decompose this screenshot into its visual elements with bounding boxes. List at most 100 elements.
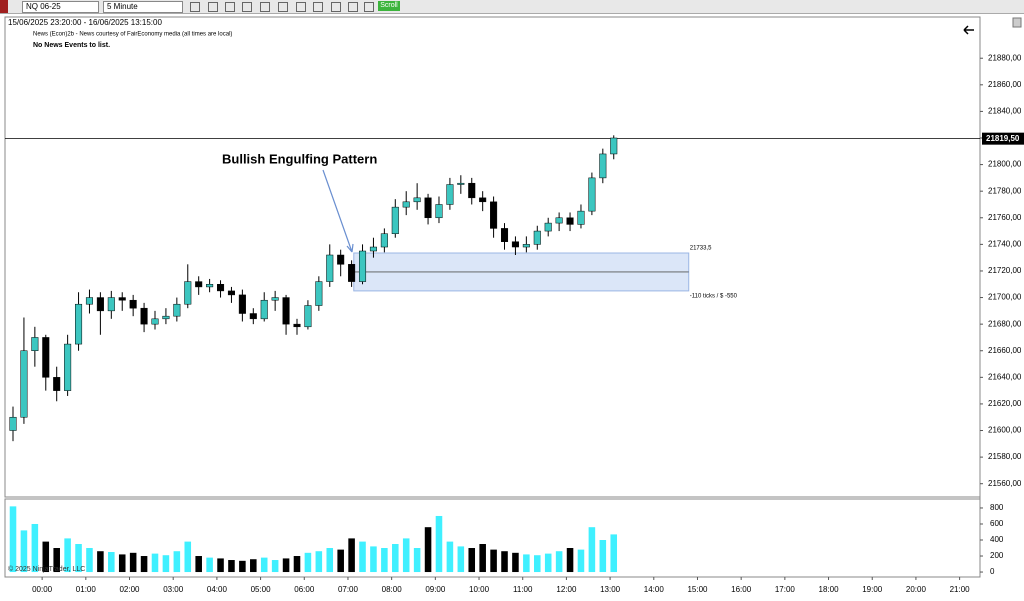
x-tick-label: 01:00 — [76, 585, 97, 594]
volume-tick-label: 800 — [990, 503, 1004, 512]
volume-bar — [446, 541, 454, 573]
volume-bar — [86, 548, 93, 573]
y-tick-label: 21760,00 — [988, 213, 1022, 222]
candle-body — [140, 307, 148, 325]
volume-tick-label: 400 — [990, 535, 1004, 544]
candle-body — [53, 377, 61, 391]
volume-bar — [566, 548, 574, 573]
candle-body — [129, 299, 137, 309]
properties-icon[interactable] — [313, 2, 323, 12]
candle-body — [31, 337, 39, 351]
x-tick-label: 10:00 — [469, 585, 490, 594]
x-tick-label: 09:00 — [425, 585, 446, 594]
volume-bar — [326, 548, 334, 573]
zoom-out-icon[interactable] — [242, 2, 252, 12]
panel-icon[interactable] — [1012, 17, 1022, 28]
y-tick-label: 21680,00 — [988, 319, 1022, 328]
candle-body — [446, 184, 454, 205]
strategies-icon[interactable] — [348, 2, 358, 12]
volume-bar — [610, 534, 618, 573]
candle-body — [326, 254, 334, 282]
candle-body — [555, 217, 563, 224]
x-tick-label: 19:00 — [862, 585, 883, 594]
date-range: 15/06/2025 23:20:00 - 16/06/2025 13:15:0… — [8, 18, 162, 27]
volume-bar — [97, 551, 104, 573]
x-tick-label: 12:00 — [556, 585, 577, 594]
candle-body — [479, 197, 487, 203]
y-tick-label: 21740,00 — [988, 239, 1022, 248]
y-tick-label: 21620,00 — [988, 399, 1022, 408]
x-tick-label: 15:00 — [687, 585, 708, 594]
volume-bar — [359, 541, 366, 573]
candle-body — [20, 350, 28, 418]
indicators-icon[interactable] — [331, 2, 341, 12]
volume-bar — [228, 560, 235, 573]
candle-body — [315, 281, 323, 306]
volume-bar — [64, 538, 71, 573]
drawing-icon[interactable] — [296, 2, 306, 12]
volume-bar — [118, 554, 126, 573]
candle-body — [96, 297, 104, 312]
volume-bar — [282, 558, 290, 573]
candle-body — [75, 303, 83, 345]
x-tick-label: 00:00 — [32, 585, 53, 594]
candle-body — [184, 281, 192, 305]
crosshair-icon[interactable] — [260, 2, 270, 12]
volume-bar — [173, 551, 181, 573]
volume-bar — [239, 560, 246, 573]
candle-body — [238, 294, 246, 314]
menu-tab[interactable] — [0, 0, 8, 13]
volume-bar — [250, 559, 257, 573]
volume-bar — [501, 551, 508, 573]
volume-bar — [402, 538, 410, 573]
volume-bar — [184, 541, 192, 573]
candle-body — [588, 177, 596, 212]
x-tick-label: 08:00 — [382, 585, 403, 594]
candle-body — [511, 241, 519, 248]
volume-bar — [108, 552, 115, 573]
volume-bar — [577, 549, 585, 573]
scroll-button[interactable]: Scroll — [378, 1, 400, 11]
chart: 15/06/2025 23:20:00 - 16/06/2025 13:15:0… — [4, 16, 1024, 594]
interval-select[interactable]: 5 Minute — [103, 1, 183, 13]
price-marker — [982, 132, 1024, 145]
bars-icon[interactable] — [190, 2, 200, 12]
volume-bar — [151, 553, 159, 573]
data-icon[interactable] — [278, 2, 288, 12]
volume-bar — [534, 555, 541, 573]
x-tick-label: 03:00 — [163, 585, 184, 594]
instrument-select[interactable]: NQ 06-25 — [22, 1, 99, 13]
volume-bar — [348, 538, 355, 573]
candle-body — [599, 153, 607, 179]
volume-bar — [75, 544, 82, 573]
candle-body — [402, 201, 410, 208]
x-tick-label: 16:00 — [731, 585, 752, 594]
candle-body — [85, 297, 93, 305]
back-arrow[interactable] — [963, 25, 974, 35]
candle-body — [577, 210, 585, 225]
y-tick-label: 21780,00 — [988, 186, 1022, 195]
annotation-arrow — [322, 169, 354, 253]
volume-tick-label: 0 — [990, 567, 995, 576]
volume-bar — [140, 556, 148, 573]
template-icon[interactable] — [364, 2, 374, 12]
candle-body — [271, 297, 279, 301]
candle-body — [566, 217, 574, 225]
candle-body — [380, 233, 388, 248]
candle-body — [424, 197, 432, 219]
candle-body — [348, 264, 356, 282]
volume-tick-label: 200 — [990, 551, 1004, 560]
y-tick-label: 21580,00 — [988, 452, 1022, 461]
volume-bar — [42, 541, 50, 573]
candle-body — [358, 250, 367, 282]
candle-body — [107, 297, 115, 312]
candle-body — [457, 182, 465, 185]
toolbar: NQ 06-25 5 Minute Scroll — [0, 0, 1024, 14]
candle-body — [227, 290, 235, 296]
candle-body — [610, 137, 618, 155]
zoom-in-icon[interactable] — [225, 2, 235, 12]
style-icon[interactable] — [208, 2, 218, 12]
y-tick-label: 21700,00 — [988, 293, 1022, 302]
volume-bar — [315, 551, 323, 573]
volume-bar — [162, 555, 170, 573]
